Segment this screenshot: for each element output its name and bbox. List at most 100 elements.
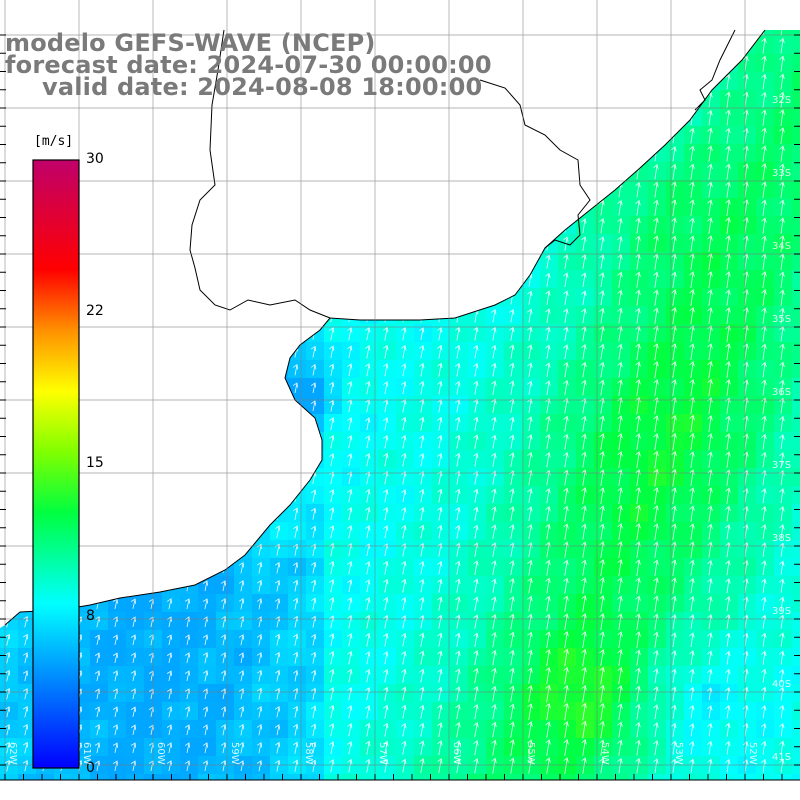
- wind-arrow: [347, 453, 353, 467]
- wind-arrow: [527, 685, 533, 703]
- wind-arrow: [563, 397, 569, 414]
- wind-cell: [558, 486, 577, 505]
- wind-arrow: [509, 434, 515, 449]
- wind-arrow: [419, 327, 425, 341]
- wind-arrow: [365, 614, 371, 629]
- wind-cell: [504, 738, 523, 757]
- wind-cell: [234, 612, 253, 631]
- wind-arrow: [310, 669, 317, 682]
- wind-cell: [792, 108, 800, 127]
- wind-cell: [666, 414, 685, 433]
- wind-cell: [792, 36, 800, 55]
- wind-cell: [522, 342, 541, 361]
- wind-arrow: [635, 181, 641, 198]
- wind-arrow: [761, 289, 767, 307]
- wind-cell: [450, 450, 469, 469]
- wind-cell: [648, 288, 667, 307]
- wind-cell: [792, 288, 800, 307]
- wind-arrow: [599, 541, 605, 559]
- wind-arrow: [491, 614, 497, 630]
- wind-arrow: [437, 380, 443, 395]
- wind-arrow: [310, 759, 317, 772]
- wind-cell: [594, 450, 613, 469]
- wind-cell: [702, 252, 721, 271]
- wind-cell: [792, 342, 800, 361]
- wind-arrow: [527, 380, 533, 395]
- wind-arrow: [617, 361, 623, 378]
- wind-arrow: [347, 633, 353, 647]
- wind-arrow: [779, 740, 785, 755]
- wind-arrow: [761, 650, 767, 665]
- wind-arrow: [365, 668, 371, 683]
- wind-cell: [198, 648, 217, 667]
- wind-cell: [774, 198, 793, 217]
- wind-arrow: [653, 650, 659, 666]
- wind-cell: [468, 432, 487, 451]
- wind-cell: [648, 180, 667, 199]
- wind-cell: [468, 594, 487, 613]
- wind-cell: [288, 630, 307, 649]
- wind-arrow: [491, 434, 497, 449]
- wind-arrow: [689, 307, 695, 325]
- wind-cell: [666, 558, 685, 577]
- wind-arrow: [761, 614, 767, 629]
- wind-cell: [720, 666, 739, 685]
- wind-cell: [486, 432, 505, 451]
- wind-arrow: [473, 632, 479, 647]
- wind-cell: [738, 774, 757, 780]
- wind-cell: [720, 486, 739, 505]
- wind-arrow: [671, 686, 677, 701]
- wind-arrow: [671, 632, 677, 648]
- wind-cell: [360, 324, 379, 343]
- wind-cell: [450, 432, 469, 451]
- wind-cell: [360, 576, 379, 595]
- wind-cell: [612, 234, 631, 253]
- wind-cell: [612, 288, 631, 307]
- wind-cell: [702, 270, 721, 289]
- wind-arrow: [310, 615, 317, 628]
- lat-label-32s: 32S: [772, 95, 792, 106]
- wind-cell: [414, 504, 433, 523]
- wind-arrow: [581, 487, 587, 505]
- wind-cell: [234, 666, 253, 685]
- wind-cell: [648, 684, 667, 703]
- wind-cell: [450, 468, 469, 487]
- wind-cell: [342, 468, 361, 487]
- wind-arrow: [401, 381, 407, 395]
- wind-cell: [648, 432, 667, 451]
- wind-arrow: [455, 452, 461, 467]
- wind-cell: [540, 612, 559, 631]
- wind-arrow: [779, 289, 785, 306]
- wind-arrow: [581, 272, 587, 287]
- wind-cell: [270, 576, 289, 595]
- wind-cell: [576, 486, 595, 505]
- wind-cell: [792, 684, 800, 703]
- wind-arrow: [761, 560, 767, 576]
- wind-arrow: [545, 272, 551, 287]
- wind-arrow: [437, 344, 443, 359]
- wind-arrow: [347, 489, 353, 503]
- coastline: [4, 29, 766, 626]
- wind-cell: [648, 360, 667, 379]
- wind-arrow: [329, 471, 335, 485]
- wind-cell: [126, 774, 145, 780]
- wind-cell: [540, 450, 559, 469]
- wind-cell: [486, 306, 505, 325]
- title-line-1: modelo GEFS-WAVE (NCEP): [5, 29, 376, 57]
- wind-arrow: [671, 595, 677, 612]
- wind-cell: [702, 378, 721, 397]
- wind-arrow: [563, 361, 569, 378]
- wind-arrow: [491, 649, 497, 666]
- wind-arrow: [130, 760, 136, 771]
- wind-arrow: [329, 579, 335, 593]
- wind-cell: [576, 360, 595, 379]
- wind-cell: [486, 594, 505, 613]
- wind-cell: [756, 396, 775, 415]
- wind-arrow: [707, 307, 713, 325]
- wind-cell: [702, 630, 721, 649]
- wind-cell: [594, 288, 613, 307]
- wind-arrow: [779, 30, 785, 36]
- wind-arrow: [329, 633, 335, 647]
- wind-cell: [558, 522, 577, 541]
- wind-cell: [360, 774, 379, 780]
